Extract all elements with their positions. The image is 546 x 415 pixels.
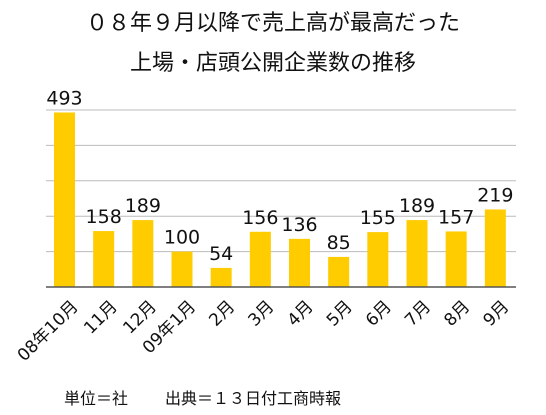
bar-6 <box>289 238 310 287</box>
unit-note: 単位＝社 <box>64 389 128 408</box>
x-tick-label-0: 08年10月 <box>14 297 83 366</box>
data-label-10: 157 <box>438 206 474 228</box>
data-label-4: 54 <box>209 243 233 265</box>
x-tick-label-1: 11月 <box>80 297 121 338</box>
data-label-1: 158 <box>86 206 122 228</box>
bar-3 <box>171 251 193 287</box>
data-label-5: 156 <box>242 207 278 229</box>
chart-title: ０８年９月以降で売上高が最高だった 上場・店頭公開企業数の推移 <box>86 11 460 76</box>
gridlines <box>46 109 516 253</box>
data-label-7: 85 <box>327 232 351 254</box>
x-tick-label-4: 2月 <box>205 297 239 331</box>
x-tick-label-9: 7月 <box>401 297 435 331</box>
x-tick-label-11: 9月 <box>480 297 514 331</box>
chart-title-line-2: 上場・店頭公開企業数の推移 <box>130 51 416 76</box>
data-label-11: 219 <box>477 184 513 206</box>
x-tick-label-8: 6月 <box>362 297 396 331</box>
bar-11 <box>484 209 506 287</box>
bar-9 <box>406 220 428 287</box>
bar-4 <box>210 267 232 287</box>
bar-2 <box>132 220 154 287</box>
data-label-9: 189 <box>399 195 435 217</box>
data-label-6: 136 <box>281 214 317 236</box>
footnote: 単位＝社 出典＝１３日付工商時報 <box>64 389 341 408</box>
source-note: 出典＝１３日付工商時報 <box>165 389 341 408</box>
data-label-8: 155 <box>360 207 396 229</box>
bar-0 <box>54 112 75 287</box>
data-label-2: 189 <box>125 195 161 217</box>
bar-1 <box>93 231 115 287</box>
x-tick-label-6: 4月 <box>284 297 318 331</box>
data-label-3: 100 <box>164 227 200 249</box>
data-label-0: 493 <box>46 87 82 109</box>
bar-10 <box>445 231 467 287</box>
x-tick-label-10: 8月 <box>440 297 474 331</box>
bar-7 <box>328 256 350 287</box>
bar-5 <box>249 231 271 287</box>
bars <box>54 112 506 287</box>
x-tick-label-5: 3月 <box>245 297 279 331</box>
bar-8 <box>367 232 389 287</box>
x-tick-label-7: 5月 <box>323 297 357 331</box>
chart-title-line-1: ０８年９月以降で売上高が最高だった <box>86 11 460 36</box>
